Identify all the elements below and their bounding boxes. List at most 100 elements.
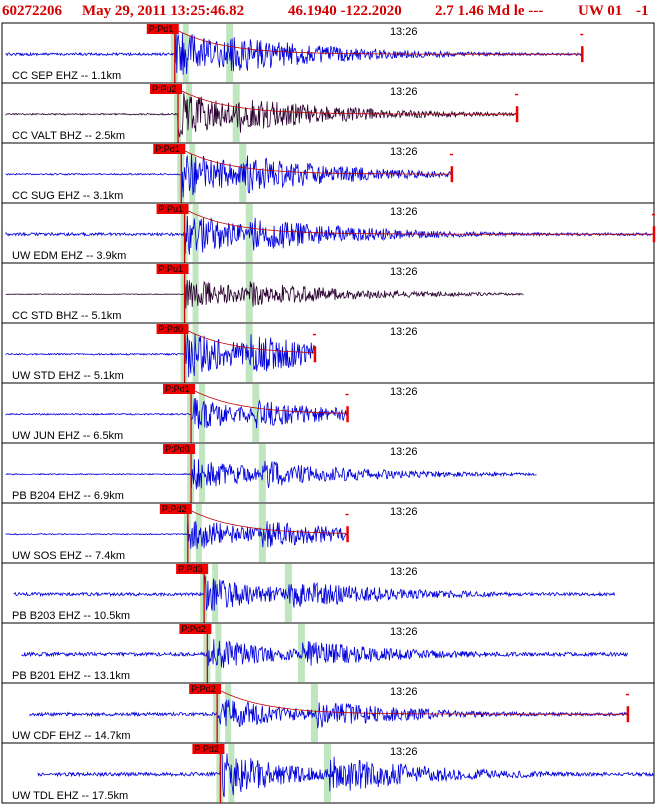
coda-end-tick — [449, 153, 453, 156]
s-window-band — [258, 504, 266, 562]
p-pick-box — [146, 24, 179, 34]
trace-row: 13:26 P:Pu1 CC STD BHZ -- 5.1km — [2, 262, 654, 323]
trace-row: 13:26 P:Pd2 UW SOS EHZ -- 7.4km — [2, 502, 654, 563]
station-label: PB B201 EHZ -- 13.1km — [12, 670, 130, 682]
p-pick-label: P:Pd2 — [194, 744, 219, 754]
trace-row: 13:26 P:Pu2 CC VALT BHZ -- 2.5km — [2, 82, 654, 143]
station-label: UW JUN EHZ -- 6.5km — [12, 430, 123, 442]
time-label: 13:26 — [390, 206, 418, 218]
station-label: CC SEP EHZ -- 1.1km — [12, 70, 121, 82]
station-label: CC STD BHZ -- 5.1km — [12, 310, 121, 322]
trace-row: 13:26 P:Pd3 PB B203 EHZ -- 10.5km — [2, 562, 654, 623]
time-label: 13:26 — [390, 386, 418, 398]
p-pick-label: P:Pd1 — [155, 144, 180, 154]
station-label: PB B203 EHZ -- 10.5km — [12, 610, 130, 622]
event-magnitude: 2.7 1.46 Md le --- — [435, 3, 544, 19]
event-datetime: May 29, 2011 13:25:46.82 — [82, 3, 245, 19]
p-pick-label: P:Pd2 — [181, 624, 206, 634]
coda-curve — [178, 30, 581, 55]
coda-curve — [188, 330, 315, 354]
event-header: 60272206 May 29, 2011 13:25:46.82 46.194… — [0, 0, 656, 22]
coda-end-tick — [580, 33, 584, 36]
station-label: UW EDM EHZ -- 3.9km — [12, 250, 126, 262]
coda-curve — [194, 390, 348, 414]
trace-row: 13:26 P:Pd1 CC SUG EHZ -- 3.1km — [2, 142, 654, 203]
s-window-band — [226, 24, 234, 82]
time-label: 13:26 — [390, 626, 418, 638]
p-window-band — [225, 684, 232, 742]
s-window-band — [310, 684, 318, 742]
time-label: 13:26 — [390, 686, 418, 698]
event-network: UW 01 — [578, 3, 623, 19]
p-pick-label: P:Pd1 — [165, 384, 190, 394]
waveform — [5, 154, 452, 198]
p-pick-box — [189, 684, 222, 694]
p-pick-label: P:Pd0 — [159, 324, 184, 334]
event-location: 46.1940 -122.2020 — [288, 3, 402, 19]
p-pick-box — [176, 564, 209, 574]
plot-frame — [1, 22, 655, 804]
p-pick-box — [156, 324, 189, 334]
time-label: 13:26 — [390, 326, 418, 338]
time-label: 13:26 — [390, 566, 418, 578]
coda-curve — [185, 150, 452, 175]
s-window-band — [232, 84, 240, 142]
p-pick-label: P:Pu1 — [159, 204, 184, 214]
waveform — [5, 459, 537, 490]
p-pick-label: P:Pu2 — [152, 84, 177, 94]
trace-row: 13:26 P:Pd1 UW JUN EHZ -- 6.5km — [2, 382, 654, 443]
p-pick-label: P:Pd3 — [178, 564, 203, 574]
station-label: UW CDF EHZ -- 14.7km — [12, 730, 131, 742]
waveform — [5, 92, 518, 138]
station-label: CC VALT BHZ -- 2.5km — [12, 130, 125, 142]
coda-curve — [221, 690, 628, 715]
station-label: CC SUG EHZ -- 3.1km — [12, 190, 123, 202]
p-pick-box — [163, 384, 196, 394]
p-pick-label: P:Pu1 — [159, 264, 184, 274]
coda-curve — [191, 510, 346, 534]
time-label: 13:26 — [390, 506, 418, 518]
waveform — [21, 639, 628, 669]
s-window-band — [245, 324, 253, 382]
event-id: 60272206 — [2, 3, 62, 19]
coda-end-tick — [625, 693, 629, 696]
waveform — [37, 750, 654, 798]
trace-row: 13:26 P:Pd2 PB B201 EHZ -- 13.1km — [2, 622, 654, 683]
p-window-band — [192, 324, 199, 382]
p-pick-box — [156, 264, 189, 274]
coda-curve — [181, 90, 516, 115]
p-pick-label: P:Pd2 — [162, 504, 187, 514]
p-pick-label: P:Pd0 — [165, 444, 190, 454]
s-window-band — [252, 384, 260, 442]
time-label: 13:26 — [390, 86, 418, 98]
trace-row: 13:26 P:Pd2 UW TDL EHZ -- 17.5km — [2, 742, 654, 803]
waveform — [29, 699, 628, 729]
p-pick-box — [159, 504, 192, 514]
waveform — [5, 32, 583, 75]
p-window-band — [212, 564, 219, 622]
s-window-band — [297, 624, 305, 682]
time-label: 13:26 — [390, 26, 418, 38]
station-label: UW SOS EHZ -- 7.4km — [12, 550, 125, 562]
waveform — [5, 333, 316, 378]
coda-end-tick — [345, 513, 349, 516]
waveform — [5, 215, 654, 255]
p-pick-box — [179, 624, 212, 634]
p-pick-box — [153, 144, 186, 154]
station-label: PB B204 EHZ -- 6.9km — [12, 490, 124, 502]
time-label: 13:26 — [390, 266, 418, 278]
coda-end-tick — [652, 213, 655, 216]
coda-curve — [188, 210, 653, 235]
coda-end-tick — [515, 93, 519, 96]
trace-row: 13:26 P:Pd2 UW CDF EHZ -- 14.7km — [2, 682, 654, 743]
time-label: 13:26 — [390, 146, 418, 158]
event-tail: -1 — [636, 3, 649, 19]
p-pick-box — [192, 744, 225, 754]
p-pick-label: P:Pd1 — [149, 24, 174, 34]
waveform — [13, 575, 615, 611]
p-pick-label: P:Pd2 — [191, 684, 216, 694]
trace-row: 13:26 P:Pu1 UW EDM EHZ -- 3.9km — [2, 202, 656, 263]
p-pick-box — [150, 84, 183, 94]
waveform — [5, 280, 524, 309]
